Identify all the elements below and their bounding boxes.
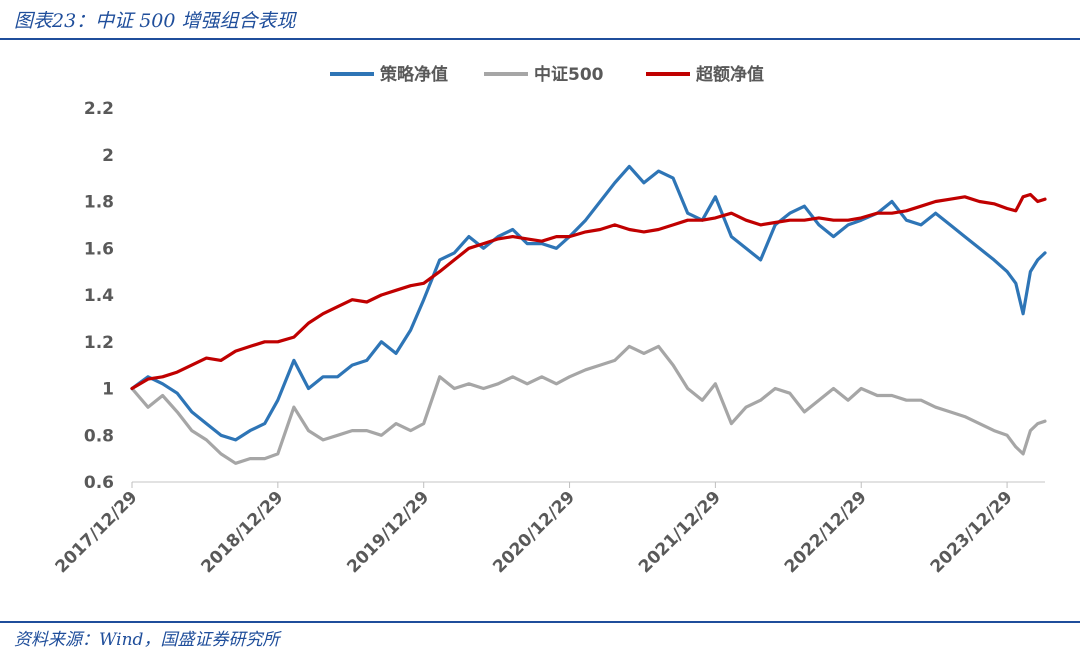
- legend-label: 策略净值: [380, 64, 448, 85]
- legend-label: 超额净值: [696, 64, 764, 85]
- figure-title: 图表23：中证 500 增强组合表现: [14, 10, 296, 32]
- y-tick-label: 0.8: [84, 426, 114, 446]
- chart-legend: 策略净值 中证500 超额净值: [330, 64, 764, 85]
- series-line-2: [130, 344, 1047, 465]
- legend-label: 中证500: [534, 64, 604, 85]
- series-line-3: [130, 192, 1047, 391]
- x-tick-label: 2022/12/29: [781, 487, 871, 577]
- y-tick-label: 1.8: [84, 193, 114, 213]
- x-tick-label: 2017/12/29: [52, 487, 142, 577]
- y-tick-label: 2.2: [84, 99, 114, 119]
- y-tick-label: 2: [102, 146, 114, 166]
- series-line-1: [130, 164, 1047, 442]
- source-note: 资料来源：Wind，国盛证券研究所: [14, 630, 280, 650]
- chart-series: [130, 164, 1047, 465]
- x-tick-label: 2023/12/29: [927, 487, 1017, 577]
- footer-rule: [0, 621, 1080, 623]
- y-tick-label: 1.4: [84, 286, 114, 306]
- y-tick-label: 0.6: [84, 473, 114, 493]
- x-tick-label: 2018/12/29: [198, 487, 288, 577]
- y-axis: 0.6 0.8 1 1.2 1.4 1.6 1.8 2 2.2: [84, 99, 114, 493]
- y-tick-label: 1.2: [84, 333, 114, 353]
- x-axis: 2017/12/29 2018/12/29 2019/12/29 2020/12/29…: [52, 481, 1045, 577]
- y-tick-label: 1: [102, 380, 114, 400]
- x-tick-label: 2021/12/29: [635, 487, 725, 577]
- header-rule: [0, 38, 1080, 40]
- x-tick-label: 2019/12/29: [343, 487, 433, 577]
- x-tick-label: 2020/12/29: [489, 487, 579, 577]
- y-tick-label: 1.6: [84, 239, 114, 259]
- line-chart: 策略净值 中证500 超额净值 0.6 0.8 1 1.2 1.4 1.6 1.8 2 2.2 20…: [52, 64, 1047, 577]
